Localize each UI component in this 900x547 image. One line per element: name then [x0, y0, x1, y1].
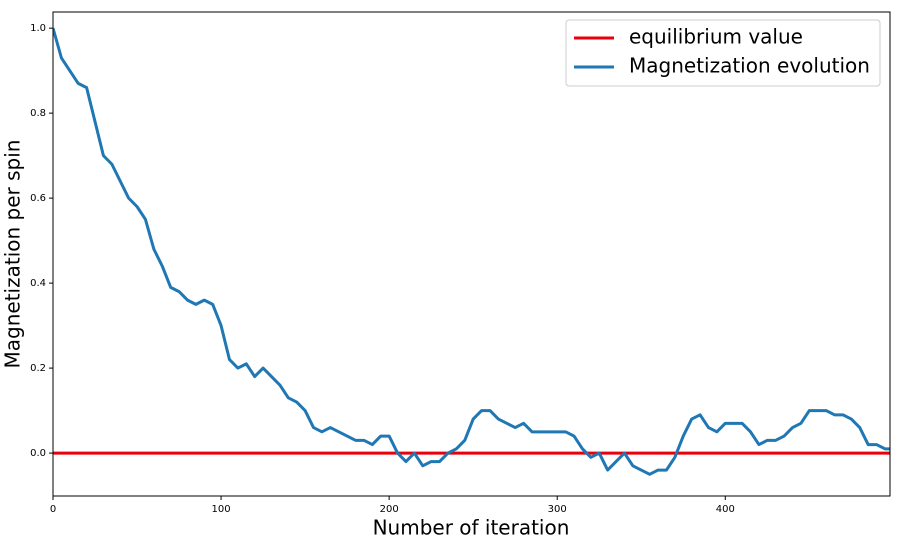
legend-box — [565, 19, 881, 87]
y-tick-label: 0.8 — [30, 108, 46, 119]
legend-label: equilibrium value — [629, 25, 803, 49]
x-axis-label: Number of iteration — [373, 516, 570, 540]
x-tick-label: 200 — [380, 504, 399, 515]
y-tick-label: 0.0 — [30, 448, 46, 459]
legend-label: Magnetization evolution — [629, 54, 870, 78]
y-axis-label: Magnetization per spin — [1, 140, 25, 369]
y-tick-label: 1.0 — [30, 23, 46, 34]
x-tick-label: 300 — [548, 504, 567, 515]
x-tick-label: 100 — [212, 504, 231, 515]
y-tick-label: 0.2 — [30, 363, 46, 374]
y-tick-label: 0.4 — [30, 278, 46, 289]
plot-frame — [52, 11, 891, 497]
series-line — [53, 27, 890, 476]
y-tick-label: 0.6 — [30, 193, 46, 204]
x-tick-label: 400 — [716, 504, 735, 515]
x-tick-label: 0 — [50, 504, 56, 515]
